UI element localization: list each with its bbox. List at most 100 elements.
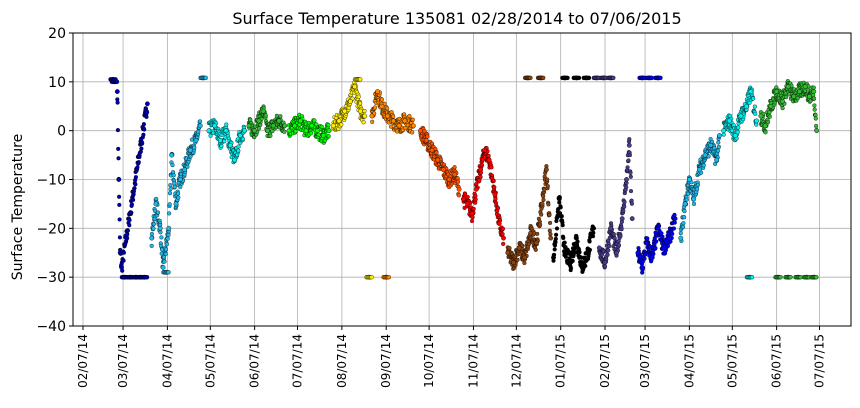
data-point (561, 235, 566, 241)
data-point (193, 137, 199, 143)
data-point (605, 252, 610, 257)
data-point (157, 225, 163, 231)
data-point (802, 84, 808, 90)
data-point (671, 226, 676, 231)
data-point (206, 128, 212, 134)
data-point (117, 194, 122, 199)
data-point (591, 230, 596, 235)
data-point (797, 89, 802, 95)
data-point (635, 250, 641, 256)
data-point (727, 118, 732, 124)
data-point (308, 131, 314, 136)
data-point (410, 117, 415, 122)
data-point (762, 123, 768, 129)
data-point (410, 123, 416, 129)
data-point (473, 193, 478, 198)
data-point (712, 145, 717, 151)
data-point (751, 96, 756, 101)
data-point (644, 240, 649, 246)
data-point (552, 247, 557, 252)
data-point (256, 126, 261, 131)
data-point (151, 221, 156, 227)
x-tick-label: 07/07/14 (291, 334, 305, 388)
data-point (548, 220, 553, 225)
data-point (591, 225, 596, 231)
data-point (574, 235, 579, 241)
data-point (330, 123, 336, 129)
data-point (763, 130, 768, 135)
data-point (121, 258, 126, 263)
data-point (649, 255, 655, 261)
data-point (256, 118, 262, 124)
data-point (528, 230, 533, 236)
data-point (389, 124, 394, 129)
data-point (158, 230, 163, 235)
x-tick-label: 06/07/15 (770, 334, 784, 388)
data-point (479, 163, 485, 168)
data-point (541, 75, 546, 81)
data-point (659, 231, 664, 236)
data-point (246, 123, 252, 129)
data-point (240, 136, 245, 142)
data-point (500, 232, 505, 237)
data-point (297, 118, 303, 124)
data-point (735, 130, 740, 135)
y-tick-label: −40 (36, 319, 66, 335)
y-axis: −40 −30 −20 −10 0 10 20 (36, 26, 73, 335)
data-point (752, 104, 757, 109)
data-point (554, 232, 559, 237)
data-point (297, 122, 302, 127)
data-point (149, 231, 154, 237)
data-point (452, 165, 457, 170)
data-point (547, 228, 552, 233)
data-point (586, 75, 592, 81)
data-point (627, 153, 632, 158)
data-point (621, 208, 626, 213)
data-point (682, 201, 688, 207)
data-point (628, 189, 634, 194)
y-tick-label: 10 (48, 75, 66, 91)
data-point (370, 119, 375, 124)
data-point (385, 106, 390, 111)
data-point (560, 223, 565, 228)
data-point (478, 167, 483, 173)
data-point (785, 84, 791, 90)
data-point (141, 132, 146, 137)
data-point (482, 147, 488, 153)
data-point (624, 185, 629, 190)
data-point (695, 182, 701, 187)
data-point (362, 108, 367, 114)
data-point (153, 201, 159, 207)
data-point (372, 105, 378, 110)
x-tick-label: 02/07/15 (598, 334, 612, 388)
data-point (161, 255, 167, 260)
data-point (473, 186, 479, 192)
data-point (219, 143, 224, 149)
data-point (309, 123, 315, 129)
data-point (624, 177, 629, 182)
data-point (619, 216, 625, 222)
data-point (347, 99, 353, 104)
data-point (358, 101, 363, 106)
data-point (375, 89, 380, 95)
data-point (292, 123, 298, 129)
data-point (749, 275, 755, 280)
data-point (117, 202, 122, 207)
data-point (667, 235, 672, 241)
data-point (541, 197, 546, 202)
data-point (538, 222, 543, 227)
data-point (440, 167, 446, 173)
data-point (814, 275, 819, 280)
data-point (721, 128, 727, 134)
y-tick-label: 0 (57, 124, 66, 140)
data-point (590, 234, 596, 239)
data-point (639, 264, 645, 270)
data-point (812, 107, 817, 112)
data-point (545, 177, 550, 182)
data-point (672, 220, 677, 225)
data-point (511, 260, 516, 265)
data-point (682, 209, 687, 214)
data-point (672, 212, 677, 217)
data-point (168, 187, 173, 192)
data-point (492, 191, 498, 197)
